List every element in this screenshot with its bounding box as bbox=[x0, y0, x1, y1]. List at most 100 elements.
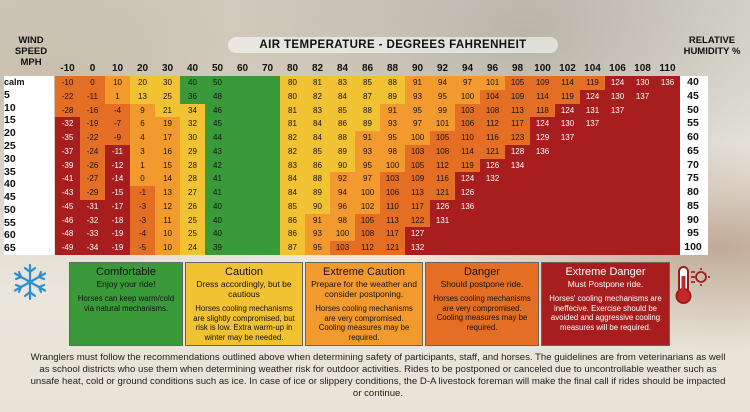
wind-speed-label: 20 bbox=[4, 127, 16, 140]
cold-index-cell: -4 bbox=[105, 103, 130, 118]
heat-index-cell: 97 bbox=[455, 76, 480, 90]
heat-index-cell: 123 bbox=[505, 131, 530, 145]
heat-index-cell: 88 bbox=[355, 103, 380, 118]
heat-index-cell bbox=[555, 199, 580, 214]
cold-index-cell: 25 bbox=[155, 89, 180, 104]
heat-index-cell bbox=[555, 186, 580, 200]
legend-box: Comfortable Enjoy your ride! Horses can ke… bbox=[69, 262, 183, 346]
cold-index-cell: 48 bbox=[205, 89, 230, 104]
heat-index-cell: 89 bbox=[380, 89, 405, 104]
heat-index-cell bbox=[655, 158, 680, 173]
cold-index-cell: 6 bbox=[130, 117, 155, 132]
temp-header-cell: 102 bbox=[559, 63, 576, 74]
cold-index-cell: -31 bbox=[80, 199, 105, 214]
heat-index-cell bbox=[530, 186, 555, 200]
heat-index-cell: 137 bbox=[555, 131, 580, 145]
heat-index-cell: 114 bbox=[455, 144, 480, 159]
heat-index-cell: 94 bbox=[430, 76, 455, 90]
legend-box: Extreme Caution Prepare for the weather a… bbox=[305, 262, 423, 346]
cold-index-cell: 46 bbox=[205, 103, 230, 118]
heat-index-cell: 119 bbox=[455, 158, 480, 173]
comfortable-cell bbox=[255, 117, 280, 132]
heat-index-cell bbox=[505, 227, 530, 242]
cold-index-cell: -17 bbox=[105, 199, 130, 214]
heat-index-cell: 83 bbox=[330, 76, 355, 90]
heat-index-cell: 124 bbox=[580, 89, 605, 104]
heat-index-cell: 136 bbox=[655, 76, 680, 90]
heat-index-cell bbox=[480, 186, 505, 200]
comfortable-cell bbox=[255, 213, 280, 228]
heat-index-cell bbox=[605, 199, 630, 214]
heat-index-cell bbox=[655, 117, 680, 132]
heat-index-cell: 126 bbox=[455, 186, 480, 200]
legend-title: Extreme Danger bbox=[565, 266, 646, 278]
heat-index-cell bbox=[580, 199, 605, 214]
heat-index-cell: 80 bbox=[280, 89, 305, 104]
heat-index-cell bbox=[430, 241, 455, 255]
cold-index-cell: 10 bbox=[105, 76, 130, 90]
cold-index-cell: 1 bbox=[130, 158, 155, 173]
humidity-label: 100 bbox=[684, 241, 702, 254]
heat-index-cell: 130 bbox=[555, 117, 580, 132]
comfortable-cell bbox=[255, 199, 280, 214]
heat-index-cell: 105 bbox=[405, 158, 430, 173]
heat-index-cell: 86 bbox=[305, 158, 330, 173]
heat-index-cell: 121 bbox=[380, 241, 405, 255]
legend-body: Horses cooling mechanisms are very compr… bbox=[433, 294, 531, 332]
comfortable-cell bbox=[255, 227, 280, 242]
heat-index-cell: 83 bbox=[280, 158, 305, 173]
comfortable-cell bbox=[255, 186, 280, 200]
heat-index-cell: 137 bbox=[580, 117, 605, 132]
risk-grid: -10 0 10 20 30 40 50 80 81 83 85 88 91 94 97 101 105 109 1… bbox=[55, 76, 680, 255]
heat-index-cell: 86 bbox=[280, 213, 305, 228]
heat-index-cell bbox=[655, 227, 680, 242]
heat-index-cell bbox=[530, 227, 555, 242]
heat-index-cell bbox=[480, 241, 505, 255]
comfortable-cell bbox=[230, 144, 255, 159]
humidity-label: 65 bbox=[687, 144, 699, 157]
heat-index-cell bbox=[655, 103, 680, 118]
cold-index-cell: -41 bbox=[55, 172, 80, 187]
heat-index-cell bbox=[605, 241, 630, 255]
wind-speed-label: 15 bbox=[4, 114, 16, 127]
comfortable-cell bbox=[255, 241, 280, 255]
heat-index-cell bbox=[505, 213, 530, 228]
temp-header-cell: 70 bbox=[261, 63, 274, 74]
heat-index-cell bbox=[480, 227, 505, 242]
heat-index-cell: 116 bbox=[430, 172, 455, 187]
heat-index-cell bbox=[530, 158, 555, 173]
heat-index-cell: 109 bbox=[530, 76, 555, 90]
temp-header-cell: 98 bbox=[511, 63, 524, 74]
heat-index-cell bbox=[630, 172, 655, 187]
wind-speed-label: 35 bbox=[4, 165, 16, 178]
heat-index-cell bbox=[555, 227, 580, 242]
heat-index-cell: 101 bbox=[480, 76, 505, 90]
heat-index-cell: 85 bbox=[280, 199, 305, 214]
heat-index-cell: 105 bbox=[430, 131, 455, 145]
heat-index-cell: 91 bbox=[380, 103, 405, 118]
cold-index-cell: 29 bbox=[180, 144, 205, 159]
cold-index-cell: -45 bbox=[55, 199, 80, 214]
humidity-label: 55 bbox=[687, 117, 699, 130]
cold-index-cell: 28 bbox=[180, 158, 205, 173]
cold-index-cell: -37 bbox=[55, 144, 80, 159]
cold-index-cell: -19 bbox=[105, 227, 130, 242]
heat-index-cell: 100 bbox=[330, 227, 355, 242]
heat-index-cell: 95 bbox=[380, 131, 405, 145]
comfortable-cell bbox=[230, 199, 255, 214]
heat-index-cell bbox=[630, 186, 655, 200]
humidity-label: 45 bbox=[687, 89, 699, 102]
heat-index-cell: 122 bbox=[405, 213, 430, 228]
temp-header-cell: 30 bbox=[161, 63, 174, 74]
heat-index-cell: 108 bbox=[480, 103, 505, 118]
cold-index-cell: 42 bbox=[205, 158, 230, 173]
cold-index-cell: 12 bbox=[155, 199, 180, 214]
cold-index-cell: -29 bbox=[80, 186, 105, 200]
temp-header-cell: 40 bbox=[186, 63, 199, 74]
cold-index-cell: -19 bbox=[105, 241, 130, 255]
humidity-label: 40 bbox=[687, 76, 699, 88]
temp-header-cell: 10 bbox=[111, 63, 124, 74]
heat-index-cell bbox=[455, 241, 480, 255]
cold-index-cell: -27 bbox=[80, 172, 105, 187]
heat-index-cell: 98 bbox=[380, 144, 405, 159]
